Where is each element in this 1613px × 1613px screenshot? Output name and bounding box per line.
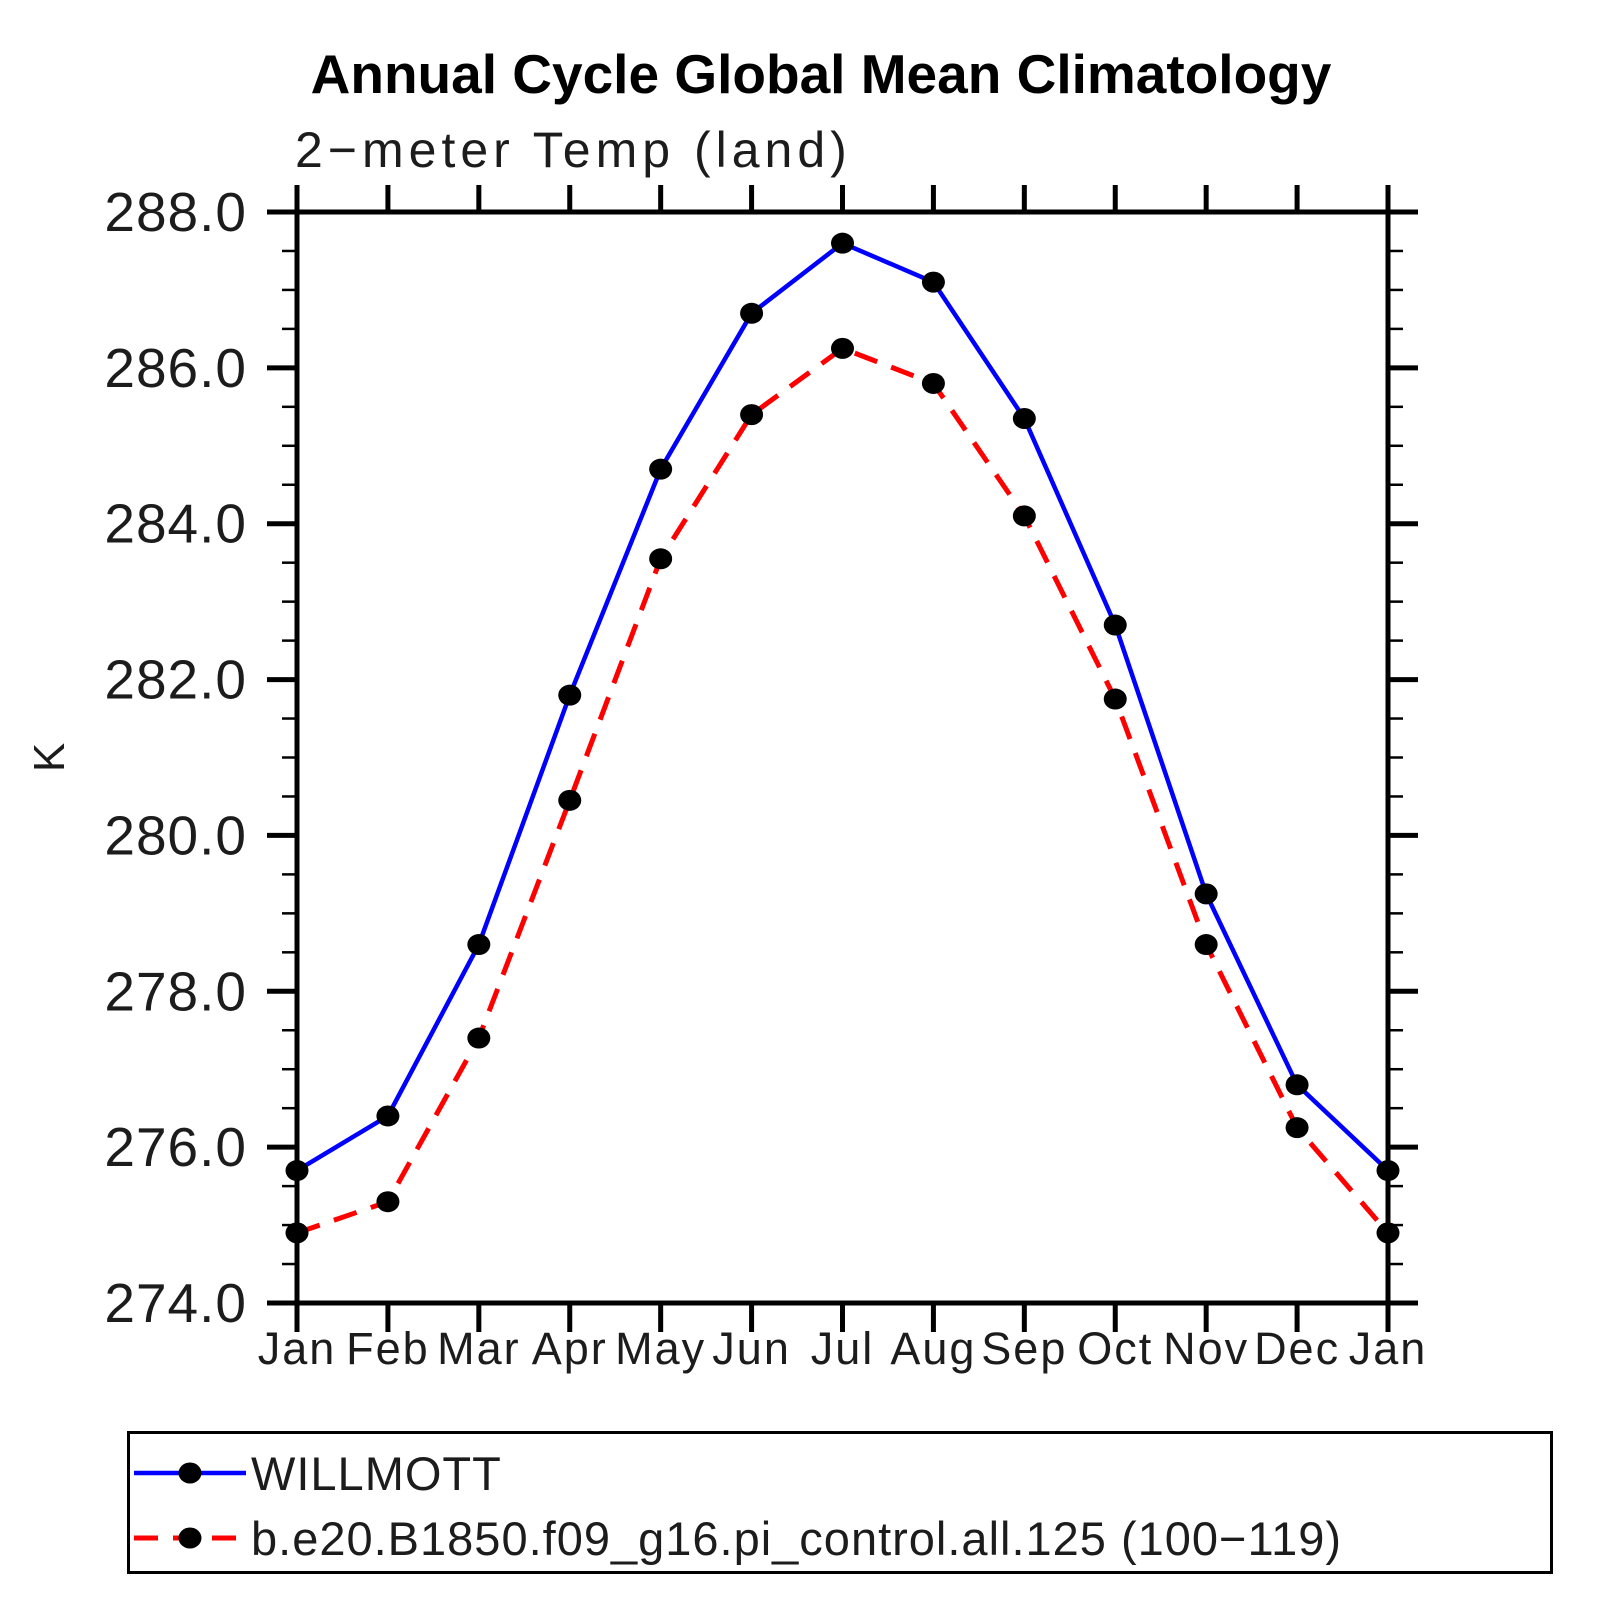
data-point-model-feb-1 (376, 1191, 400, 1213)
x-tick-label: Oct (1077, 1323, 1153, 1374)
y-tick-label: 280.0 (104, 804, 247, 866)
data-point-willmott-oct-9 (1103, 614, 1127, 636)
series-line-model (296, 345, 1390, 1236)
x-tick-label: Mar (437, 1323, 521, 1374)
data-point-willmott-jan-0 (285, 1160, 309, 1182)
x-tick-label: May (615, 1323, 706, 1374)
series-line-willmott (295, 240, 1390, 1173)
data-point-willmott-mar-2 (467, 934, 491, 956)
x-tick-label: Sep (981, 1323, 1067, 1374)
data-point-willmott-nov-10 (1194, 883, 1218, 905)
data-point-model-may-4 (649, 548, 673, 570)
data-point-model-mar-2 (467, 1027, 491, 1049)
data-point-willmott-apr-3 (558, 684, 582, 706)
legend: WILLMOTT b.e20.B1850.f09_g16.pi_control.… (127, 1431, 1553, 1574)
x-tick-label: Aug (890, 1323, 976, 1374)
data-point-willmott-may-4 (649, 458, 673, 480)
legend-entry-model: b.e20.B1850.f09_g16.pi_control.all.125 (… (133, 1507, 1342, 1569)
data-point-willmott-jun-5 (740, 302, 764, 324)
data-point-model-jan-0 (285, 1222, 309, 1244)
legend-label-willmott: WILLMOTT (251, 1446, 502, 1500)
data-point-model-apr-3 (558, 789, 582, 811)
data-point-model-nov-10 (1194, 934, 1218, 956)
x-tick-label: Jun (712, 1323, 791, 1374)
legend-entry-willmott: WILLMOTT (133, 1442, 502, 1504)
data-point-model-sep-8 (1012, 505, 1036, 527)
x-tick-label: Dec (1254, 1323, 1340, 1374)
x-tick-label: Jan (1349, 1323, 1428, 1374)
y-tick-label: 282.0 (104, 649, 247, 711)
data-point-willmott-dec-11 (1285, 1074, 1309, 1096)
legend-label-model: b.e20.B1850.f09_g16.pi_control.all.125 (… (251, 1511, 1343, 1565)
data-point-willmott-sep-8 (1012, 408, 1036, 430)
data-point-model-dec-11 (1285, 1117, 1309, 1139)
data-point-willmott-aug-7 (921, 271, 945, 293)
x-tick-label: Jan (258, 1323, 337, 1374)
y-tick-label: 276.0 (104, 1116, 247, 1178)
x-tick-label: Apr (532, 1323, 608, 1374)
chart-subtitle: 2−meter Temp (land) (295, 122, 852, 178)
y-tick-label: 284.0 (104, 493, 247, 555)
y-axis-title: K (25, 742, 74, 772)
series-layer (285, 232, 1400, 1244)
data-point-model-jul-6 (831, 337, 854, 359)
data-point-model-jan-12 (1376, 1222, 1400, 1244)
legend-swatch-model (134, 1527, 246, 1549)
y-tick-label: 286.0 (104, 337, 247, 399)
data-point-willmott-jul-6 (831, 232, 854, 254)
chart-title: Annual Cycle Global Mean Climatology (311, 43, 1332, 105)
data-point-model-oct-9 (1103, 688, 1127, 710)
y-tick-label: 278.0 (104, 960, 247, 1022)
data-point-model-jun-5 (740, 404, 764, 426)
x-tick-label: Jul (811, 1323, 875, 1374)
data-point-willmott-feb-1 (376, 1105, 400, 1127)
data-point-model-aug-7 (921, 372, 945, 394)
x-tick-label: Nov (1163, 1323, 1249, 1374)
y-tick-label: 288.0 (104, 181, 247, 243)
data-point-willmott-jan-12 (1376, 1160, 1400, 1182)
legend-swatch-willmott (134, 1462, 246, 1484)
x-tick-label: Feb (346, 1323, 430, 1374)
y-tick-label: 274.0 (104, 1272, 247, 1334)
axes-layer: 274.0 276.0 278.0 280.0 282.0 284.0 286.0 288.0… (104, 181, 1428, 1374)
